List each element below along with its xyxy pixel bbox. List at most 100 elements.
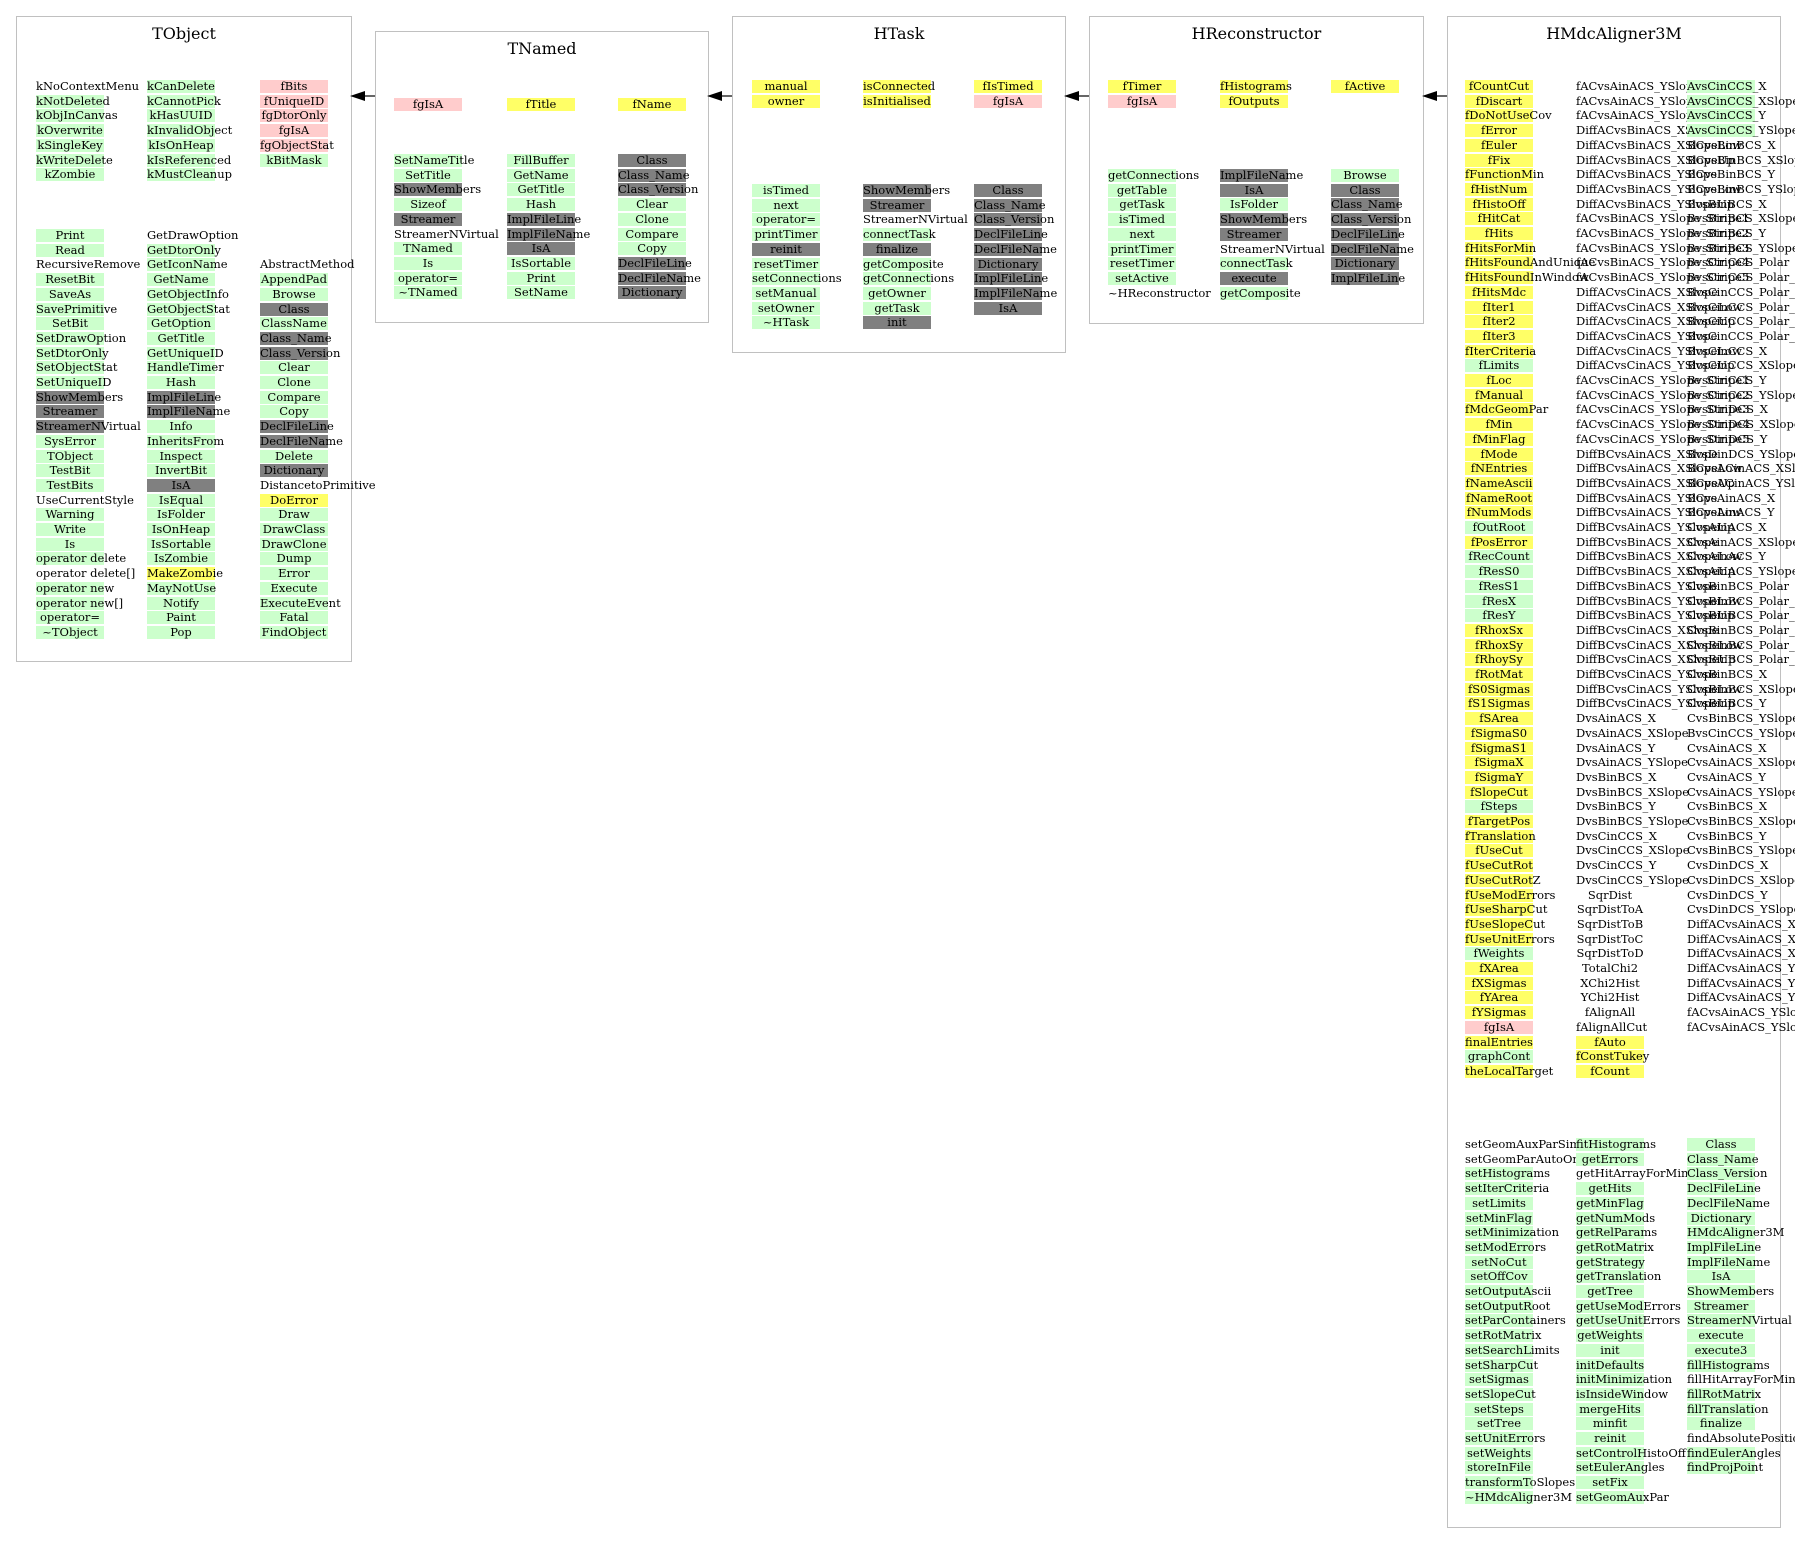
member-cell: DiffBCvsBinACS_XSlope <box>1576 535 1718 549</box>
member-cell: fACvsBinACS_YSlope_Stripe1 <box>1576 212 1749 225</box>
method-cell: operator= <box>36 611 104 625</box>
member-cell: kCannotPick <box>147 93 221 108</box>
member-cell: SqrDist <box>1587 887 1633 902</box>
method-cell: IsFolder <box>1220 198 1288 212</box>
arrow-tnamed-to-tobject <box>350 91 375 101</box>
method-cell: Class <box>260 302 328 316</box>
method-cell: IsA <box>1220 183 1288 197</box>
method-cell: DeclFileName <box>618 270 701 285</box>
member-cell: fSteps <box>1465 800 1533 814</box>
method-cell: connectTask <box>863 227 936 242</box>
method-cell: FindObject <box>260 624 328 639</box>
method-cell: Is <box>394 256 462 270</box>
method-cell: Draw <box>260 508 328 522</box>
method-cell: setOffCov <box>1465 1270 1533 1284</box>
member-cell: fPosError <box>1465 535 1533 549</box>
method-cell: Streamer <box>394 212 462 226</box>
member-cell: fEuler <box>1465 138 1533 152</box>
member-cell: DiffBCvsCinACS_XSlopeUp <box>1576 653 1735 666</box>
member-cell: DiffACvsAinACS_XSlopeUp <box>1687 946 1795 961</box>
method-cell: StreamerNVirtual <box>863 212 968 227</box>
member-cell: CvsAinACS_XSlope <box>1687 755 1795 770</box>
method-cell: IsEqual <box>147 493 215 507</box>
method-cell: DeclFileName <box>1687 1195 1770 1210</box>
member-cell: fTimer <box>1108 80 1176 93</box>
member-cell: BvsDinDCS_X <box>1687 402 1768 417</box>
method-cell: getUseModErrors <box>1576 1298 1681 1313</box>
member-cell: DvsBinBCS_YSlope <box>1576 814 1689 828</box>
method-cell: Clone <box>260 376 328 389</box>
method-cell: GetObjectStat <box>147 301 230 316</box>
member-cell: fSigmaX <box>1465 756 1533 770</box>
member-cell: fRhoySy <box>1465 653 1533 667</box>
member-cell: theLocalTarget <box>1465 1063 1554 1078</box>
method-cell: TestBit <box>36 464 104 478</box>
member-cell: fName <box>618 98 686 111</box>
method-cell: Class_Version <box>618 182 699 197</box>
method-cell: ExecuteEvent <box>260 595 341 610</box>
method-cell: Clear <box>260 361 328 375</box>
member-cell: CvsAinACS_XSlope <box>1687 534 1795 549</box>
member-cell: fgDtorOnly <box>260 108 328 123</box>
method-cell: getNumMods <box>1576 1210 1656 1225</box>
method-cell: setMinimization <box>1465 1225 1559 1240</box>
method-cell: setIterCriteria <box>1465 1181 1550 1196</box>
method-cell: Dictionary <box>974 257 1042 271</box>
method-cell <box>260 244 328 257</box>
member-cell: CvsDinDCS_Y <box>1687 887 1768 902</box>
member-cell: fMode <box>1465 447 1533 461</box>
method-cell: minfit <box>1576 1417 1644 1431</box>
member-cell: fIter3 <box>1465 329 1533 343</box>
method-cell: resetTimer <box>752 256 820 271</box>
member-cell: CvsBinBCS_X <box>1687 799 1768 814</box>
member-cell: DiffACvsBinACS_YSlopeUp <box>1576 197 1734 211</box>
member-cell: fDiscart <box>1465 94 1533 108</box>
member-cell: graphCont <box>1465 1050 1533 1064</box>
member-cell: BvsDinDCS_XSlope <box>1687 417 1795 432</box>
method-cell: operator delete[] <box>36 566 136 581</box>
method-cell: init <box>1576 1343 1644 1357</box>
method-cell: reinit <box>752 242 820 256</box>
method-cell: setSlopeCut <box>1465 1386 1536 1401</box>
member-cell: BvsBinBCS_YSlope <box>1687 240 1795 255</box>
method-cell: findProjPoint <box>1687 1460 1764 1475</box>
member-cell: kNoContextMenu <box>36 79 140 93</box>
method-cell: TObject <box>36 449 104 463</box>
member-cell: fNameAscii <box>1465 475 1533 490</box>
member-cell: DiffBCvsCinACS_YSlopeUp <box>1576 697 1735 710</box>
member-cell: BvsCinCCS_Polar_Stripe4 <box>1687 314 1795 329</box>
class-title: HTask <box>873 24 925 43</box>
method-cell: printTimer <box>1108 242 1176 256</box>
method-cell: execute <box>1220 271 1288 285</box>
method-cell: Hash <box>507 198 575 212</box>
member-cell: fACvsAinACS_YSlope_Stripe2 <box>1687 1019 1795 1034</box>
method-cell: finalize <box>863 242 931 256</box>
method-cell: reinit <box>1576 1432 1644 1445</box>
method-cell: ~HTask <box>752 316 820 330</box>
member-cell: fError <box>1465 124 1533 138</box>
member-cell: BvsDinDCS_Y <box>1687 431 1768 446</box>
member-cell: DiffACvsCinACS_XSlopeLow <box>1576 300 1742 314</box>
member-cell: kIsOnHeap <box>147 137 215 152</box>
member-cell: CvsDinDCS_YSlope <box>1687 902 1795 917</box>
member-cell: fNumMods <box>1465 505 1533 520</box>
method-cell: IsA <box>974 301 1042 315</box>
method-cell: ~TNamed <box>394 286 462 300</box>
member-cell: fUseSharpCut <box>1465 902 1548 917</box>
method-cell: Dump <box>260 552 328 566</box>
method-cell: Copy <box>618 242 686 256</box>
method-cell: Execute <box>260 581 328 595</box>
method-cell: ShowMembers <box>394 182 482 197</box>
member-cell: fACvsCinACS_YSlope_Stripe1 <box>1576 374 1750 387</box>
method-cell: Class_Name <box>1331 197 1403 212</box>
member-cell: DvsCinCCS_Y <box>1576 858 1657 873</box>
method-cell: DeclFileName <box>974 241 1057 256</box>
member-cell: fTranslation <box>1465 828 1536 843</box>
member-cell: fACvsCinACS_YSlope_Stripe5 <box>1576 432 1750 446</box>
member-cell: CvsBinBCS_Polar_Stripe3 <box>1687 622 1795 637</box>
class-title: HMdcAligner3M <box>1546 24 1682 43</box>
member-cell: CvsAinACS_Y <box>1687 769 1766 784</box>
method-cell: DoError <box>260 493 328 507</box>
method-cell: ShowMembers <box>863 183 951 197</box>
member-cell: CvsBinBCS_YSlope <box>1687 843 1795 858</box>
